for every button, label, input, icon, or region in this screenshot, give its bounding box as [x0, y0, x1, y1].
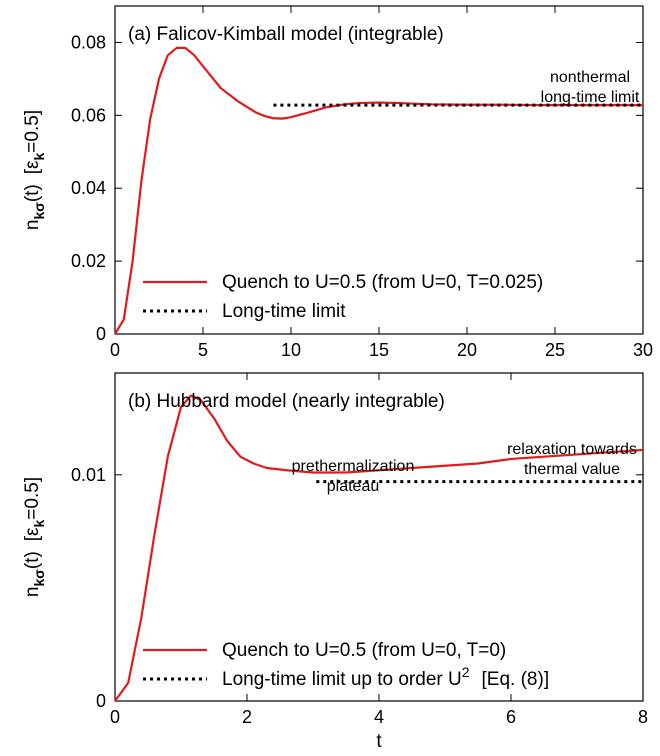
y-tick-label: 0 — [96, 324, 106, 344]
annotation: long-time limit — [541, 89, 640, 106]
x-tick-label: 6 — [506, 707, 516, 727]
x-tick-label: 2 — [242, 707, 252, 727]
y-axis-label-part: =0.5] — [22, 477, 43, 520]
panel-a: 0 5 10 15 20 25 30 0 0.02 0.04 0.06 0.08 (a) Falicov… — [22, 5, 653, 360]
y-axis-label-part: n — [22, 587, 43, 598]
x-tick-label: 4 — [374, 707, 384, 727]
y-tick-label: 0.01 — [71, 465, 106, 485]
legend-label-superscript: 2 — [462, 664, 470, 680]
y-axis-label-part: [ε — [22, 160, 43, 174]
x-tick-label: 0 — [110, 340, 120, 360]
y-axis-label-part: k — [31, 519, 47, 527]
annotation: thermal value — [524, 461, 620, 478]
legend-label-text: Quench to U=0.5 (from U=0, T=0.025) — [222, 272, 543, 293]
panel-title: (b) Hubbard model (nearly integrable) — [128, 391, 445, 412]
y-tick-label: 0.08 — [71, 32, 106, 52]
y-axis-label-part: =0.5] — [22, 110, 43, 153]
y-tick-label: 0.02 — [71, 251, 106, 271]
y-axis-label-part: [ε — [22, 527, 43, 541]
x-tick-label: 10 — [281, 340, 301, 360]
legend-label: Long-time limit — [222, 301, 346, 322]
annotation: relaxation towards — [507, 441, 637, 458]
annotation: plateau — [327, 478, 380, 495]
y-axis-label-part: (t) — [22, 184, 43, 202]
y-tick-label: 0 — [96, 691, 106, 711]
legend-label: Quench to U=0.5 (from U=0, T=0.025) — [222, 272, 543, 293]
y-axis-label-part: kσ — [31, 202, 47, 220]
quench-line — [114, 394, 644, 702]
y-axis-label-part: (t) — [22, 551, 43, 569]
legend-label: Quench to U=0.5 (from U=0, T=0) — [222, 640, 506, 661]
y-tick-label: 0.06 — [71, 105, 106, 125]
x-tick-label: 15 — [369, 340, 389, 360]
x-tick-label: 5 — [198, 340, 208, 360]
y-axis-label-part: n — [22, 220, 43, 231]
x-tick-label: 30 — [633, 340, 653, 360]
x-tick-label: 8 — [638, 707, 648, 727]
y-axis-label: nkσ(t) [εk=0.5] — [22, 477, 47, 597]
y-axis-label-part: k — [31, 152, 47, 160]
legend-label: Long-time limit up to order U2 [Eq. (8)] — [222, 664, 549, 690]
x-tick-label: 25 — [545, 340, 565, 360]
panel-title: (a) Falicov-Kimball model (integrable) — [128, 24, 444, 45]
y-axis-label: nkσ(t) [εk=0.5] — [22, 110, 47, 230]
annotation: nonthermal — [550, 69, 630, 86]
legend-label-text: Quench to U=0.5 (from U=0, T=0) — [222, 640, 506, 661]
annotation: prethermalization — [292, 458, 415, 475]
x-tick-label: 20 — [457, 340, 477, 360]
y-axis-label-part: kσ — [31, 569, 47, 587]
legend-label-text: Long-time limit up to order U — [222, 669, 462, 690]
legend-label-tail: [Eq. (8)] — [482, 669, 550, 690]
x-tick-label: 0 — [110, 707, 120, 727]
legend-label-text: Long-time limit — [222, 301, 346, 322]
quench-line — [114, 46, 643, 335]
panel-b: 0 2 4 6 8 0 0.01 (b) Hubbard model (nearly inte… — [22, 372, 648, 752]
y-tick-label: 0.04 — [71, 178, 106, 198]
x-axis-label: t — [376, 731, 382, 752]
